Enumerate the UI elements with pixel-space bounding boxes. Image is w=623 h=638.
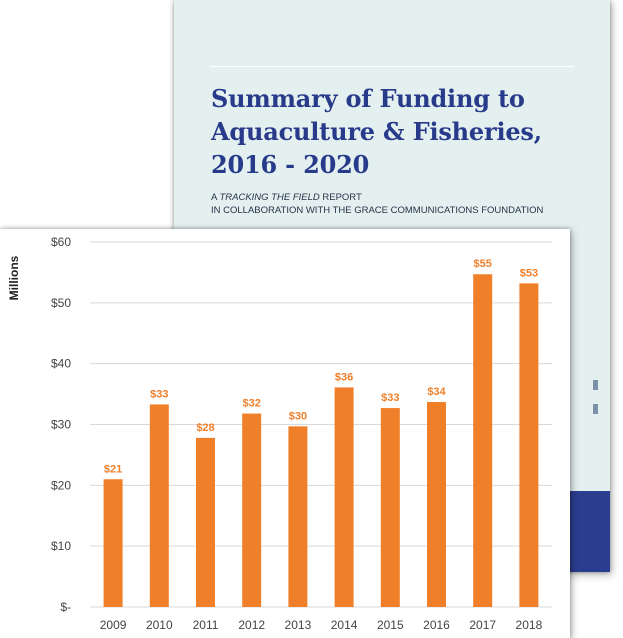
bar: [519, 283, 539, 607]
cover-subtitle-line2: IN COLLABORATION WITH THE GRACE COMMUNIC…: [211, 205, 544, 216]
data-label: $36: [335, 371, 353, 383]
y-tick-label: $40: [51, 357, 71, 371]
y-tick-label: $-: [60, 600, 71, 614]
bar: [334, 387, 354, 607]
x-tick-label: 2012: [238, 618, 265, 632]
x-tick-label: 2015: [377, 618, 404, 632]
cover-subtitle-italic: TRACKING THE FIELD: [219, 192, 320, 203]
x-tick-label: 2018: [516, 618, 543, 632]
cover-edge-mark: [593, 404, 598, 414]
cover-title-line: Aquaculture & Fisheries,: [211, 117, 542, 146]
bar: [103, 479, 123, 607]
data-label: $53: [520, 267, 538, 279]
chart-plot: $- $10 $20 $30 $40 $50 $60 $21 2009 $33 2010 $28 201…: [51, 235, 552, 632]
bar: [473, 274, 493, 607]
cover-title: Summary of Funding to Aquaculture & Fish…: [211, 82, 591, 181]
y-tick-label: $10: [51, 539, 71, 553]
x-tick-label: 2014: [331, 618, 358, 632]
x-tick-label: 2016: [423, 618, 450, 632]
cover-title-line: 2016 - 2020: [211, 150, 370, 179]
bar: [242, 413, 262, 607]
x-tick-label: 2017: [469, 618, 496, 632]
y-tick-label: $30: [51, 418, 71, 432]
bar: [427, 401, 446, 607]
data-label: $34: [427, 386, 446, 398]
bar: [380, 408, 400, 607]
cover-divider: [210, 66, 574, 67]
data-label: $55: [474, 258, 492, 270]
data-label: $21: [104, 463, 122, 475]
cover-subtitle: A TRACKING THE FIELD REPORT IN COLLABORA…: [211, 191, 611, 217]
y-tick-label: $60: [51, 235, 71, 249]
bar: [149, 404, 169, 607]
bar: [196, 437, 215, 607]
y-tick-label: $20: [51, 478, 71, 492]
y-tick-label: $50: [51, 296, 71, 310]
x-tick-label: 2013: [285, 618, 312, 632]
cover-title-line: Summary of Funding to: [211, 84, 525, 113]
x-tick-label: 2011: [193, 618, 219, 632]
bar: [288, 426, 308, 607]
cover-subtitle-suffix: REPORT: [319, 192, 362, 203]
x-tick-label: 2009: [100, 618, 127, 632]
data-label: $30: [289, 410, 307, 422]
data-label: $33: [381, 392, 399, 404]
cover-edge-mark: [593, 380, 598, 390]
data-label: $33: [150, 388, 168, 400]
cover-subtitle-prefix: A: [211, 192, 220, 203]
data-label: $32: [243, 398, 261, 410]
x-tick-label: 2010: [146, 618, 173, 632]
data-label: $28: [196, 422, 214, 434]
funding-bar-chart: Millions $- $10 $20 $30 $40 $50 $60 $21 2009 $33 2…: [0, 229, 570, 638]
